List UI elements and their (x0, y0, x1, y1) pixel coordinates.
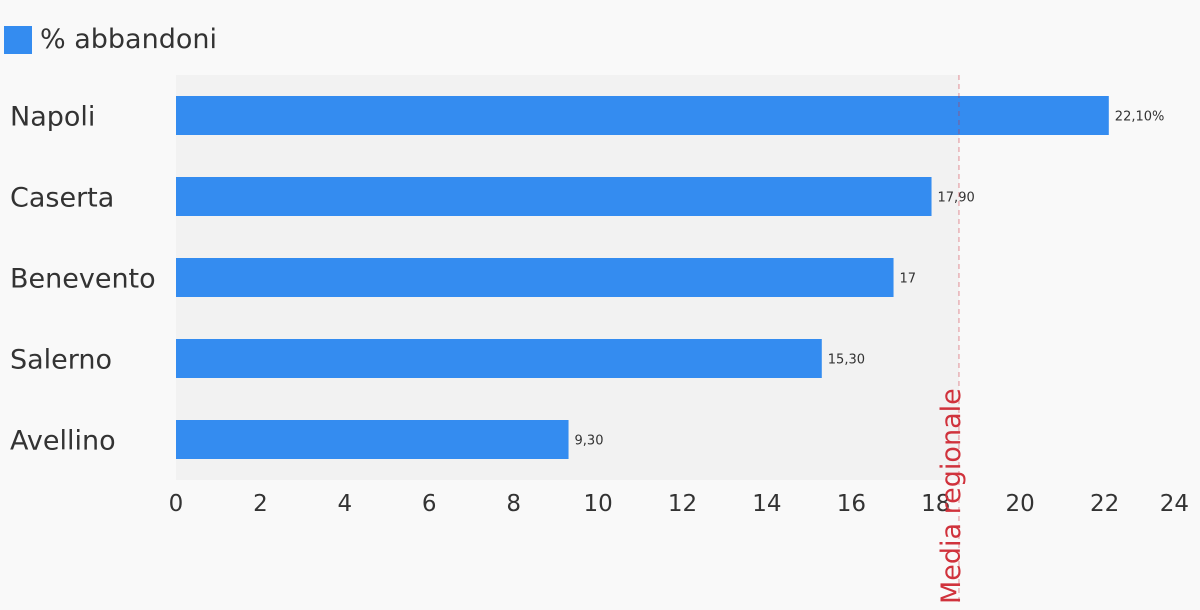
data-label-avellino: 9,30 (575, 434, 604, 449)
x-tick-20: 20 (1006, 491, 1035, 517)
category-label-napoli: Napoli (10, 102, 95, 133)
x-tick-0: 0 (169, 491, 184, 517)
x-tick-10: 10 (583, 491, 612, 517)
x-tick-24: 24 (1160, 491, 1189, 517)
bar-caserta (176, 177, 932, 216)
category-label-caserta: Caserta (10, 183, 114, 214)
reference-line-label: Media regionale (936, 388, 967, 604)
x-tick-12: 12 (668, 491, 697, 517)
data-label-benevento: 17 (900, 272, 917, 287)
legend-label: % abbandoni (40, 24, 217, 55)
category-label-benevento: Benevento (10, 264, 156, 295)
bar-avellino (176, 420, 569, 459)
x-tick-2: 2 (253, 491, 268, 517)
bar-napoli (176, 96, 1109, 135)
data-label-salerno: 15,30 (828, 353, 865, 368)
legend-swatch (4, 26, 32, 54)
x-tick-8: 8 (506, 491, 521, 517)
x-tick-4: 4 (338, 491, 353, 517)
x-tick-18: 18 (921, 491, 950, 517)
category-label-salerno: Salerno (10, 345, 112, 376)
data-label-caserta: 17,90 (938, 191, 975, 206)
x-tick-16: 16 (837, 491, 866, 517)
data-label-napoli: 22,10% (1115, 110, 1165, 125)
x-tick-6: 6 (422, 491, 437, 517)
x-tick-22: 22 (1090, 491, 1119, 517)
category-label-avellino: Avellino (10, 426, 116, 457)
bar-salerno (176, 339, 822, 378)
legend: % abbandoni (4, 24, 217, 56)
bar-benevento (176, 258, 894, 297)
x-tick-14: 14 (752, 491, 781, 517)
